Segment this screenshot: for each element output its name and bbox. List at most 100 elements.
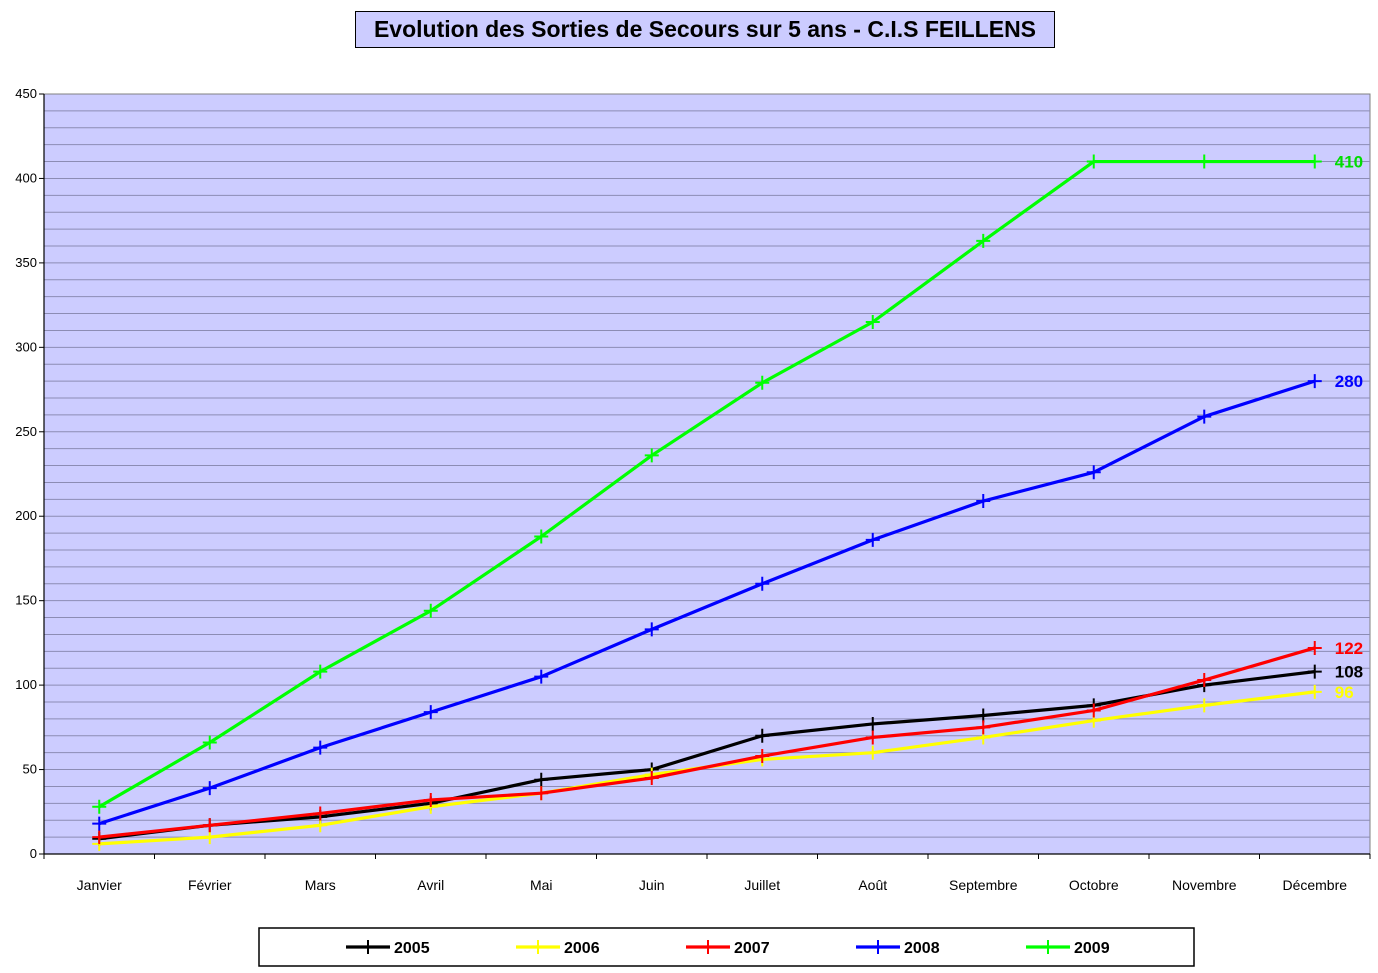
data-point [1197,673,1212,688]
x-tick-label: Août [858,877,887,893]
data-point [92,799,107,814]
data-point [313,818,328,833]
series-2008 [92,374,1322,831]
y-tick-label: 0 [30,846,37,861]
x-tick-label: Avril [417,877,444,893]
y-tick-label: 350 [15,255,37,270]
x-tick-label: Juin [639,877,665,893]
plot-area [43,93,1371,855]
end-label-2006: 96 [1335,683,1354,702]
data-point [865,716,880,731]
data-point [1086,154,1101,169]
data-point [1307,664,1322,679]
data-point [1307,684,1322,699]
data-point [202,735,217,750]
y-tick-label: 450 [15,86,37,101]
data-point [423,603,438,618]
data-point [202,781,217,796]
data-point [313,806,328,821]
x-tick-label: Février [188,877,232,893]
x-tick-label: Mars [305,877,336,893]
legend-item-2009: 2009 [1026,940,1110,957]
data-point [1086,465,1101,480]
data-point [534,786,549,801]
data-point [202,818,217,833]
data-point [313,740,328,755]
data-point [1197,409,1212,424]
y-tick-label: 150 [15,593,37,608]
x-tick-label: Janvier [77,877,122,893]
data-point [534,669,549,684]
data-point [976,494,991,509]
series-line-2008 [98,379,1316,826]
legend-label: 2008 [904,940,940,957]
data-point [1197,698,1212,713]
x-tick-label: Novembre [1172,877,1237,893]
data-point [313,664,328,679]
x-tick-label: Octobre [1069,877,1119,893]
end-label-2009: 410 [1335,153,1363,172]
legend-item-2008: 2008 [856,940,940,957]
data-point [644,448,659,463]
series-2007 [92,640,1322,845]
series-line-2009 [98,159,1315,809]
data-point [423,792,438,807]
end-label-2008: 280 [1335,372,1363,391]
series-2009 [92,154,1322,814]
data-point [976,708,991,723]
legend: 2005 2006 2007 2008 2009 [346,940,1110,957]
data-point [755,728,770,743]
series-line-2007 [99,646,1316,839]
legend-marker [871,940,885,954]
legend-label: 2005 [394,940,430,957]
data-point [92,830,107,845]
data-point [976,720,991,735]
data-point [1197,154,1212,169]
gridlines [44,110,1370,838]
legend-label: 2006 [564,940,600,957]
data-point [755,749,770,764]
data-point [755,375,770,390]
x-axis-ticks: Janvier Février Mars Avril Mai Juin Juillet Aoû… [43,854,1371,893]
legend-item-2006: 2006 [516,940,600,957]
x-tick-label: Mai [530,877,553,893]
end-label-2007: 122 [1335,639,1363,658]
data-point [1307,374,1322,389]
end-label-2005: 108 [1335,663,1363,682]
y-tick-label: 100 [15,677,37,692]
x-tick-label: Septembre [949,877,1018,893]
y-axis-ticks: 0 50 100 150 200 250 300 350 400 450 [15,86,44,861]
legend-item-2007: 2007 [686,940,770,957]
data-point [1307,154,1322,169]
y-tick-label: 200 [15,508,37,523]
data-point [865,315,880,329]
y-tick-label: 400 [15,170,37,185]
series-2005 [92,664,1322,846]
data-point [644,622,659,637]
data-point [755,576,770,591]
data-point [976,233,991,248]
chart-title: Evolution des Sorties de Secours sur 5 a… [355,11,1055,48]
legend-label: 2007 [734,940,770,957]
data-point [865,730,880,745]
data-point [865,532,880,547]
x-tick-label: Juillet [744,877,780,893]
data-point [1307,640,1322,655]
legend-marker [531,940,545,954]
data-point [92,816,107,831]
data-point [202,830,217,845]
data-point [1086,703,1101,718]
legend-marker [361,940,375,954]
data-point [644,771,659,785]
y-tick-label: 250 [15,424,37,439]
x-tick-label: Décembre [1282,877,1347,893]
data-point [534,772,549,787]
data-point [865,745,880,760]
y-tick-label: 50 [23,762,37,777]
data-point [534,529,549,544]
legend-marker [701,940,715,954]
legend-item-2005: 2005 [346,940,430,957]
legend-marker [1041,940,1055,954]
